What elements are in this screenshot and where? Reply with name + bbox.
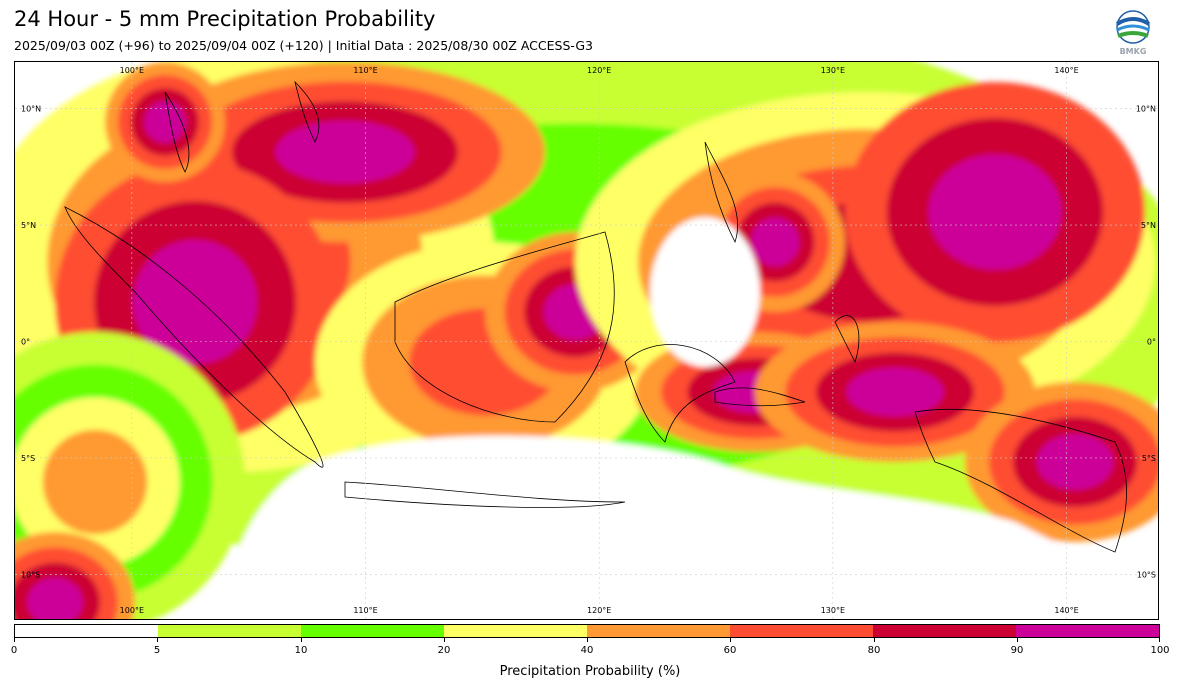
colorbar-tick-label: 80 [867,645,881,656]
lon-label-top: 140°E [1054,66,1078,75]
colorbar-segment [158,625,301,637]
map-gridlines [15,62,1158,619]
colorbar-tick [14,638,15,642]
low-probability-area [650,217,760,367]
coastline [914,408,1127,553]
probability-contour [928,154,1062,270]
colorbar-segment [301,625,444,637]
coastline [834,315,860,364]
svg-text:BMKG: BMKG [1120,47,1147,56]
colorbar-tick [1159,638,1160,642]
probability-contour [1036,434,1114,490]
lat-label-right: 0° [1147,338,1156,347]
coastline [704,141,739,244]
coastlines [64,80,1127,553]
coastline [624,344,736,443]
probability-contour [144,101,186,143]
colorbar-tick-label: 0 [10,645,18,656]
probability-contour [42,429,148,535]
colorbar-tick [301,638,302,642]
coastline [64,206,324,468]
lat-label-left: 10°S [21,570,40,579]
lat-label-right: 5°N [1141,221,1156,230]
chart-subtitle: 2025/09/03 00Z (+96) to 2025/09/04 00Z (… [14,38,593,53]
probability-contour [275,120,415,184]
lat-label-left: 5°N [21,221,36,230]
colorbar-tick-label: 20 [437,645,451,656]
colorbar-segment [730,625,873,637]
lat-label-left: 10°N [21,105,41,114]
colorbar-tick-label: 40 [580,645,594,656]
lon-label-bottom: 100°E [120,606,144,615]
coastline [344,481,626,508]
lon-label-top: 100°E [120,66,144,75]
lon-label-bottom: 110°E [353,606,377,615]
lat-label-right: 10°N [1136,105,1156,114]
colorbar-segment [15,625,158,637]
probability-contour [132,239,258,365]
coastline [294,80,320,143]
colorbar-tick [444,638,445,642]
coastline [714,387,806,407]
colorbar-tick-label: 90 [1010,645,1024,656]
colorbar-segment [587,625,730,637]
chart-title: 24 Hour - 5 mm Precipitation Probability [14,7,436,31]
lon-label-bottom: 130°E [821,606,845,615]
lon-label-top: 110°E [353,66,377,75]
bmkg-logo-icon: BMKG [1114,10,1152,56]
colorbar [14,624,1160,638]
colorbar-tick-label: 100 [1150,645,1170,656]
lat-label-left: 0° [21,338,30,347]
colorbar-ticks: 0 5 10 20 40 60 80 90 100 [10,638,1170,658]
map-coordinate-labels: 100°E 100°E 110°E 110°E 120°E 120°E 130°E 130°E… [21,66,1156,615]
lon-label-bottom: 140°E [1054,606,1078,615]
colorbar-label: Precipitation Probability (%) [499,664,681,679]
precipitation-map: 100°E 100°E 110°E 110°E 120°E 120°E 130°E 130°E… [14,61,1159,620]
colorbar-segment [444,625,587,637]
probability-contour [846,367,944,417]
lon-label-top: 130°E [821,66,845,75]
probability-field [15,62,1158,619]
colorbar-tick [1017,638,1018,642]
colorbar-segment [873,625,1016,637]
lon-label-bottom: 120°E [587,606,611,615]
colorbar-tick-label: 10 [294,645,308,656]
coastline [164,91,190,173]
lat-label-left: 5°S [21,454,35,463]
lat-label-right: 5°S [1142,454,1156,463]
colorbar-tick-label: 60 [723,645,737,656]
lat-label-right: 10°S [1137,570,1156,579]
lon-label-top: 120°E [587,66,611,75]
probability-contour [27,577,83,619]
low-probability-area [230,435,1115,619]
colorbar-tick [730,638,731,642]
probability-contour [750,217,800,267]
colorbar-tick [587,638,588,642]
colorbar-tick [874,638,875,642]
colorbar-tick-label: 5 [153,645,161,656]
colorbar-segment [1016,625,1159,637]
colorbar-tick [157,638,158,642]
coastline [394,231,615,423]
